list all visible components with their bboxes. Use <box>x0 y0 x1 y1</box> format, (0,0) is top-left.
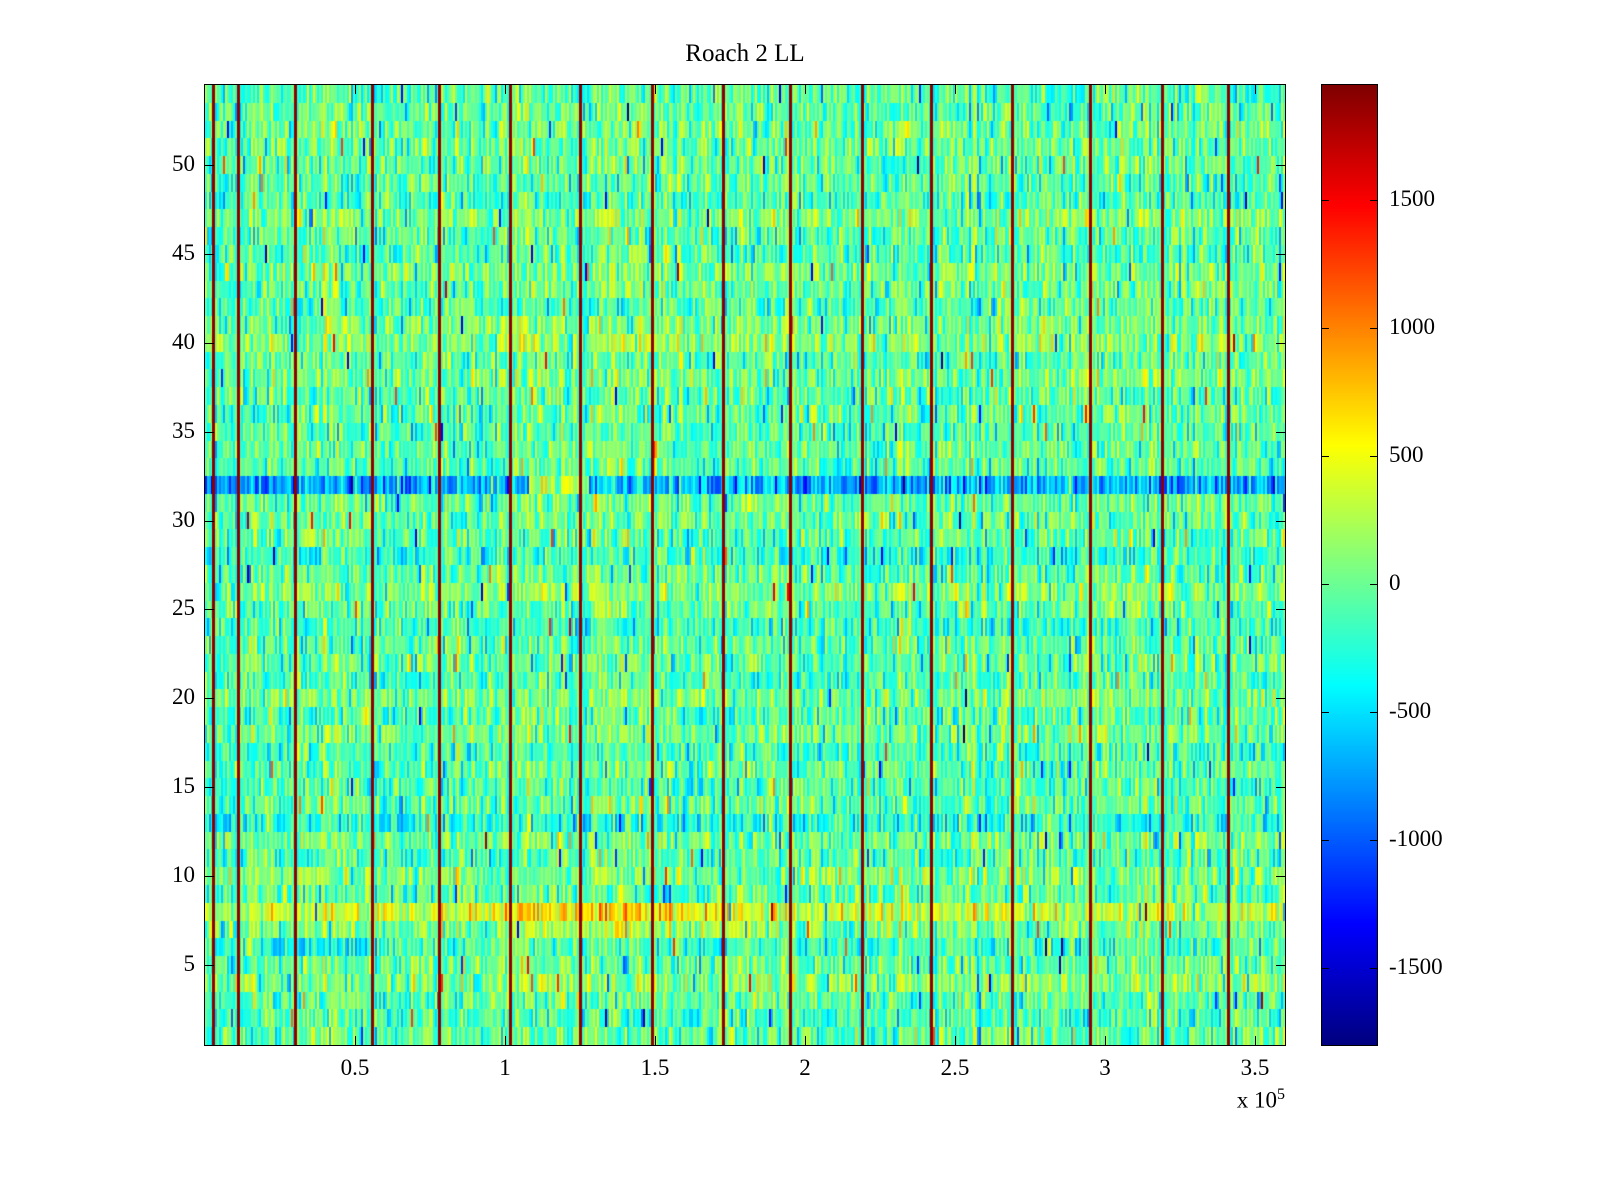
colorbar-tick-label: 0 <box>1389 570 1401 596</box>
colorbar-tick <box>1322 584 1329 586</box>
colorbar-tick <box>1322 328 1329 330</box>
y-tick <box>1276 342 1285 344</box>
x-tick-label: 2 <box>799 1055 811 1080</box>
y-tick-label: 40 <box>172 328 195 354</box>
y-tick <box>1276 965 1285 966</box>
colorbar-tick <box>1322 712 1329 714</box>
x-axis-exponent-power: 5 <box>1277 1086 1285 1103</box>
colorbar-tick-label: -1500 <box>1389 954 1443 980</box>
x-tick <box>1105 85 1106 94</box>
y-tick-label: 45 <box>172 239 195 265</box>
y-tick <box>205 253 214 255</box>
colorbar-tick <box>1370 200 1377 202</box>
colorbar-tick-label: 1000 <box>1389 314 1435 340</box>
plot-border <box>204 84 1286 1046</box>
colorbar-tick-label: 500 <box>1389 442 1424 468</box>
colorbar-tick <box>1370 840 1377 842</box>
y-tick-label: 20 <box>172 684 195 710</box>
y-tick <box>205 431 214 433</box>
y-tick <box>1276 431 1285 433</box>
y-tick <box>1276 698 1285 700</box>
y-tick <box>1276 520 1285 522</box>
colorbar-canvas <box>1322 85 1377 1045</box>
x-tick <box>1105 1036 1106 1045</box>
y-tick <box>205 609 214 611</box>
x-tick <box>655 85 656 94</box>
colorbar-tick-label: -1000 <box>1389 826 1443 852</box>
y-tick <box>1276 165 1285 166</box>
y-tick <box>205 698 214 700</box>
x-tick <box>355 85 356 94</box>
x-tick-label: 0.5 <box>340 1055 370 1080</box>
colorbar-tick <box>1370 712 1377 714</box>
x-tick <box>505 1036 506 1045</box>
y-tick <box>1276 609 1285 611</box>
y-tick-label: 30 <box>172 506 195 532</box>
colorbar-tick <box>1370 968 1377 970</box>
y-tick <box>205 342 214 344</box>
colorbar-tick-label: 1500 <box>1389 186 1435 212</box>
y-tick <box>205 876 214 878</box>
y-tick <box>205 787 214 789</box>
colorbar <box>1321 84 1378 1046</box>
x-axis-exponent-base: x 10 <box>1236 1087 1277 1113</box>
y-tick-label: 10 <box>172 862 195 888</box>
x-tick <box>505 85 506 94</box>
x-tick-label: 3 <box>1099 1055 1111 1080</box>
y-tick-label: 50 <box>172 151 195 176</box>
colorbar-tick <box>1322 456 1329 458</box>
y-tick-label: 5 <box>183 951 196 976</box>
x-tick <box>655 1036 656 1045</box>
y-tick <box>1276 253 1285 255</box>
y-tick <box>205 520 214 522</box>
x-tick <box>355 1036 356 1045</box>
x-tick <box>1255 85 1256 94</box>
x-tick <box>955 1036 956 1045</box>
x-tick-label: 3.5 <box>1240 1055 1270 1080</box>
colorbar-tick <box>1370 584 1377 586</box>
colorbar-tick <box>1322 968 1329 970</box>
y-tick-label: 35 <box>172 417 195 443</box>
y-tick <box>1276 876 1285 878</box>
y-tick <box>1276 787 1285 789</box>
x-tick <box>805 1036 806 1045</box>
colorbar-tick-label: -500 <box>1389 698 1432 724</box>
x-tick <box>1255 1036 1256 1045</box>
y-tick <box>205 965 214 966</box>
x-tick <box>955 85 956 94</box>
heatmap-canvas <box>205 85 1285 1045</box>
colorbar-tick <box>1322 200 1329 202</box>
colorbar-tick <box>1370 328 1377 330</box>
chart-title: Roach 2 LL <box>685 40 805 67</box>
y-tick-label: 15 <box>172 773 195 799</box>
x-axis-exponent: x 105 <box>1135 1086 1285 1114</box>
colorbar-tick <box>1370 456 1377 458</box>
colorbar-tick <box>1322 840 1329 842</box>
x-tick-label: 2.5 <box>940 1055 970 1080</box>
y-tick <box>205 165 214 166</box>
y-tick-label: 25 <box>172 595 195 621</box>
x-tick <box>805 85 806 94</box>
x-tick-label: 1.5 <box>640 1055 670 1080</box>
x-tick-label: 1 <box>499 1055 511 1080</box>
